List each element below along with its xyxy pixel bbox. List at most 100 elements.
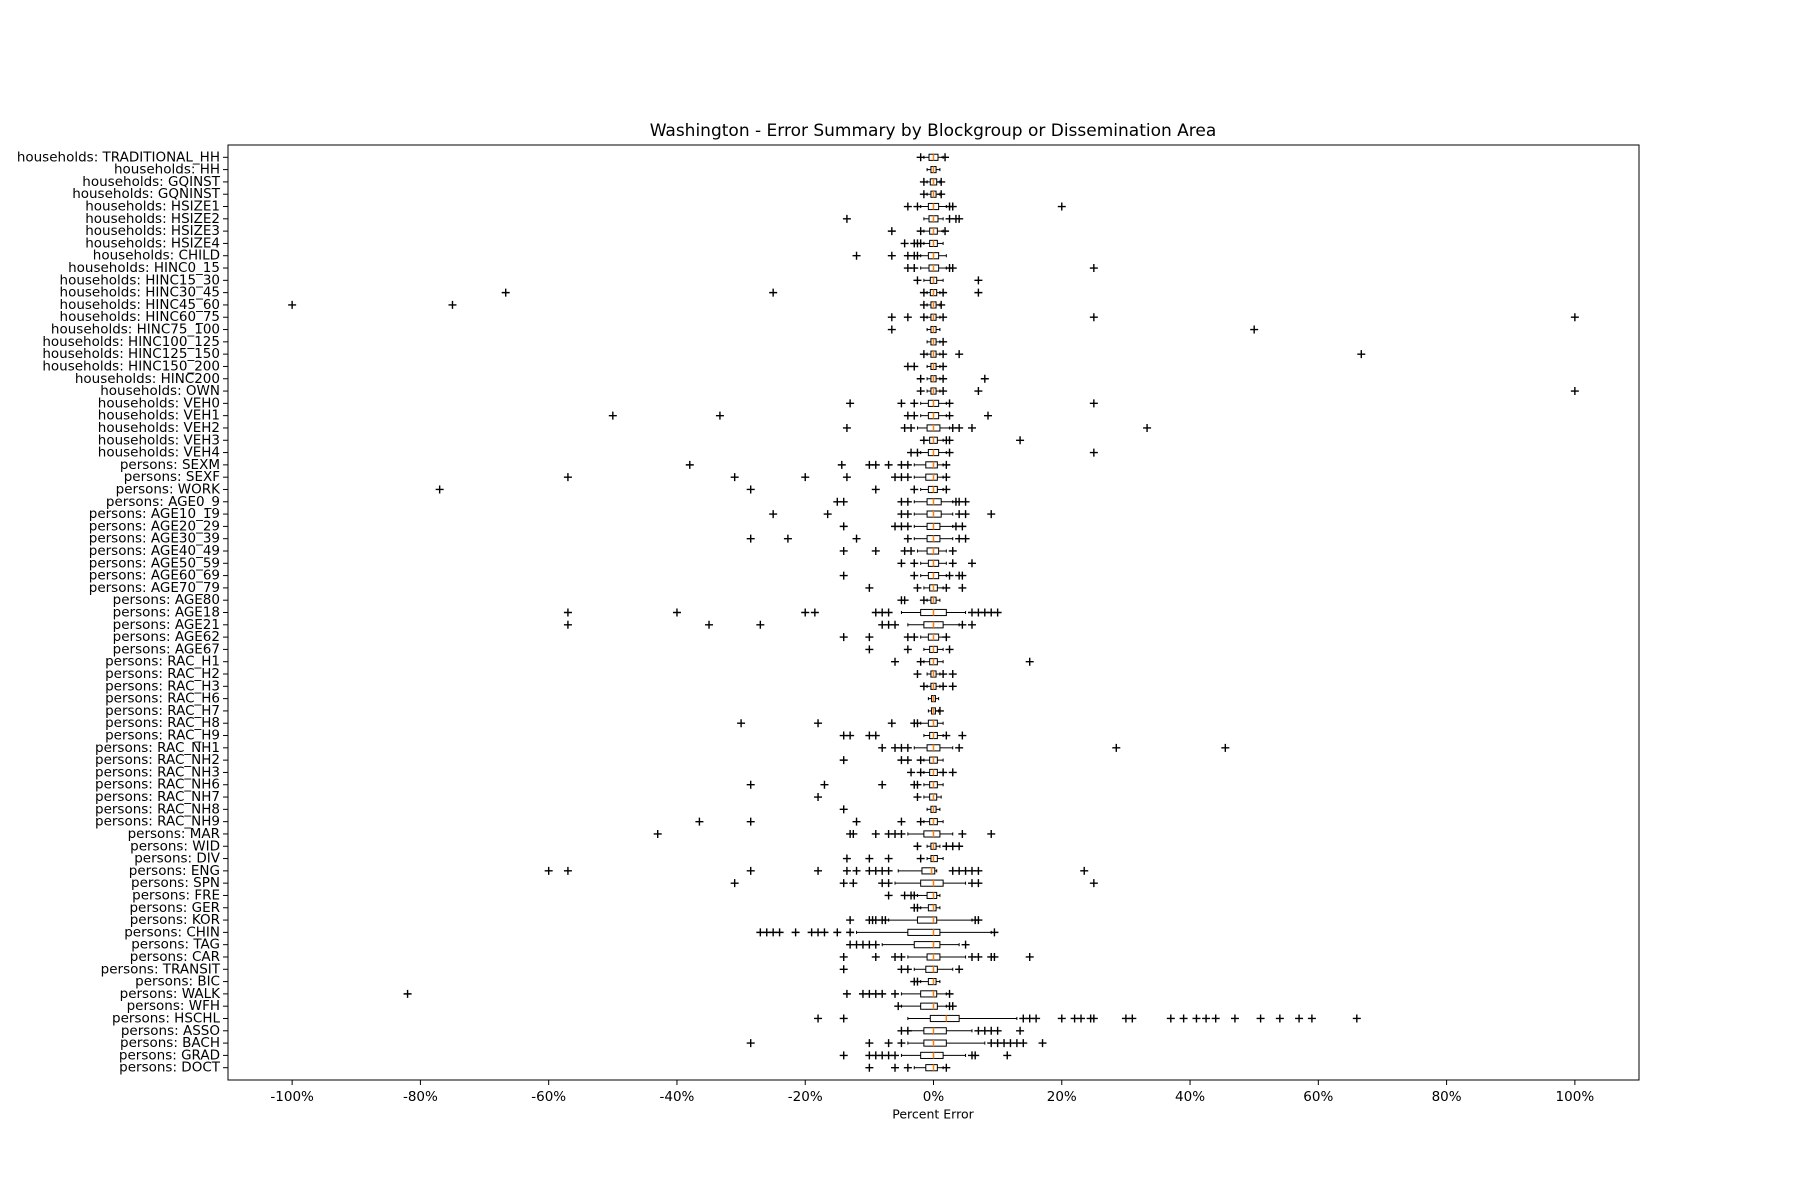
flier	[820, 928, 829, 937]
flier	[974, 276, 983, 285]
flier	[945, 448, 954, 457]
y-tick-label: persons: RAC_H7	[105, 703, 220, 719]
flier	[1307, 1014, 1316, 1023]
flier	[846, 916, 855, 925]
flier	[955, 350, 964, 359]
flier	[948, 264, 957, 273]
flier	[961, 940, 970, 949]
flier	[990, 928, 999, 937]
flier	[563, 620, 572, 629]
plot-frame	[227, 144, 1640, 1081]
flier	[884, 854, 893, 863]
y-tick-label: households: VEH3	[98, 432, 220, 448]
flier	[839, 522, 848, 531]
flier	[903, 522, 912, 531]
y-tick-label: persons: TAG	[131, 937, 220, 953]
box	[920, 1002, 938, 1010]
flier	[939, 288, 948, 297]
flier	[839, 1051, 848, 1060]
x-tick-label: -40%	[660, 1089, 695, 1105]
flier	[1143, 423, 1152, 432]
flier	[990, 952, 999, 961]
flier	[1057, 1014, 1066, 1023]
box	[907, 928, 941, 936]
flier	[945, 411, 954, 420]
flier	[839, 756, 848, 765]
flier	[919, 190, 928, 199]
flier	[913, 276, 922, 285]
flier	[897, 952, 906, 961]
flier	[842, 989, 851, 998]
flier	[746, 485, 755, 494]
y-tick-label: persons: ASSO	[121, 1023, 220, 1039]
flier	[1089, 1014, 1098, 1023]
flier	[865, 645, 874, 654]
flier	[1256, 1014, 1265, 1023]
y-tick-label: persons: CHIN	[124, 924, 220, 940]
flier	[501, 288, 510, 297]
flier	[839, 965, 848, 974]
y-tick-label: persons: KOR	[130, 912, 220, 928]
flier	[948, 1002, 957, 1011]
flier	[897, 817, 906, 826]
flier	[563, 473, 572, 482]
flier	[919, 596, 928, 605]
y-tick-label: persons: ENG	[129, 863, 220, 879]
flier	[730, 879, 739, 888]
flier	[900, 239, 909, 248]
box	[927, 904, 937, 912]
flier	[941, 153, 950, 162]
flier	[910, 485, 919, 494]
flier	[974, 916, 983, 925]
flier	[942, 485, 951, 494]
flier	[945, 399, 954, 408]
box	[925, 461, 938, 469]
flier	[871, 485, 880, 494]
x-axis-label: Percent Error	[892, 1107, 974, 1122]
y-tick-label: persons: WID	[130, 838, 220, 854]
flier	[907, 423, 916, 432]
flier	[916, 854, 925, 863]
y-tick-label: households: OWN	[100, 383, 220, 399]
flier	[1250, 325, 1259, 334]
flier	[910, 891, 919, 900]
flier	[837, 460, 846, 469]
flier	[1025, 657, 1034, 666]
flier	[897, 1039, 906, 1048]
y-tick-label: persons: SEXF	[124, 469, 220, 485]
flier	[939, 374, 948, 383]
flier	[984, 411, 993, 420]
flier	[903, 510, 912, 519]
y-tick-label: households: HH	[114, 162, 220, 178]
flier	[980, 374, 989, 383]
flier	[907, 768, 916, 777]
flier	[814, 793, 823, 802]
flier	[1032, 1014, 1041, 1023]
flier	[942, 731, 951, 740]
y-tick-label: households: CHILD	[93, 248, 220, 264]
flier	[849, 879, 858, 888]
flier	[435, 485, 444, 494]
flier	[958, 583, 967, 592]
flier	[1192, 1014, 1201, 1023]
box	[913, 941, 941, 949]
y-tick-label: households: HINC0_15	[68, 260, 220, 276]
flier	[842, 854, 851, 863]
flier	[939, 313, 948, 322]
flier	[1221, 743, 1230, 752]
flier	[1570, 387, 1579, 396]
flier	[916, 768, 925, 777]
y-tick-label: persons: RAC_NH6	[95, 777, 220, 793]
flier	[839, 879, 848, 888]
flier	[955, 743, 964, 752]
flier	[919, 177, 928, 186]
flier	[903, 460, 912, 469]
y-tick-label: persons: RAC_NH7	[95, 789, 220, 805]
flier	[833, 928, 842, 937]
flier	[939, 362, 948, 371]
flier	[971, 1051, 980, 1060]
y-tick-label: persons: AGE18	[113, 605, 220, 621]
flier	[814, 866, 823, 875]
x-tick-label: 20%	[1047, 1089, 1077, 1105]
flier	[887, 325, 896, 334]
